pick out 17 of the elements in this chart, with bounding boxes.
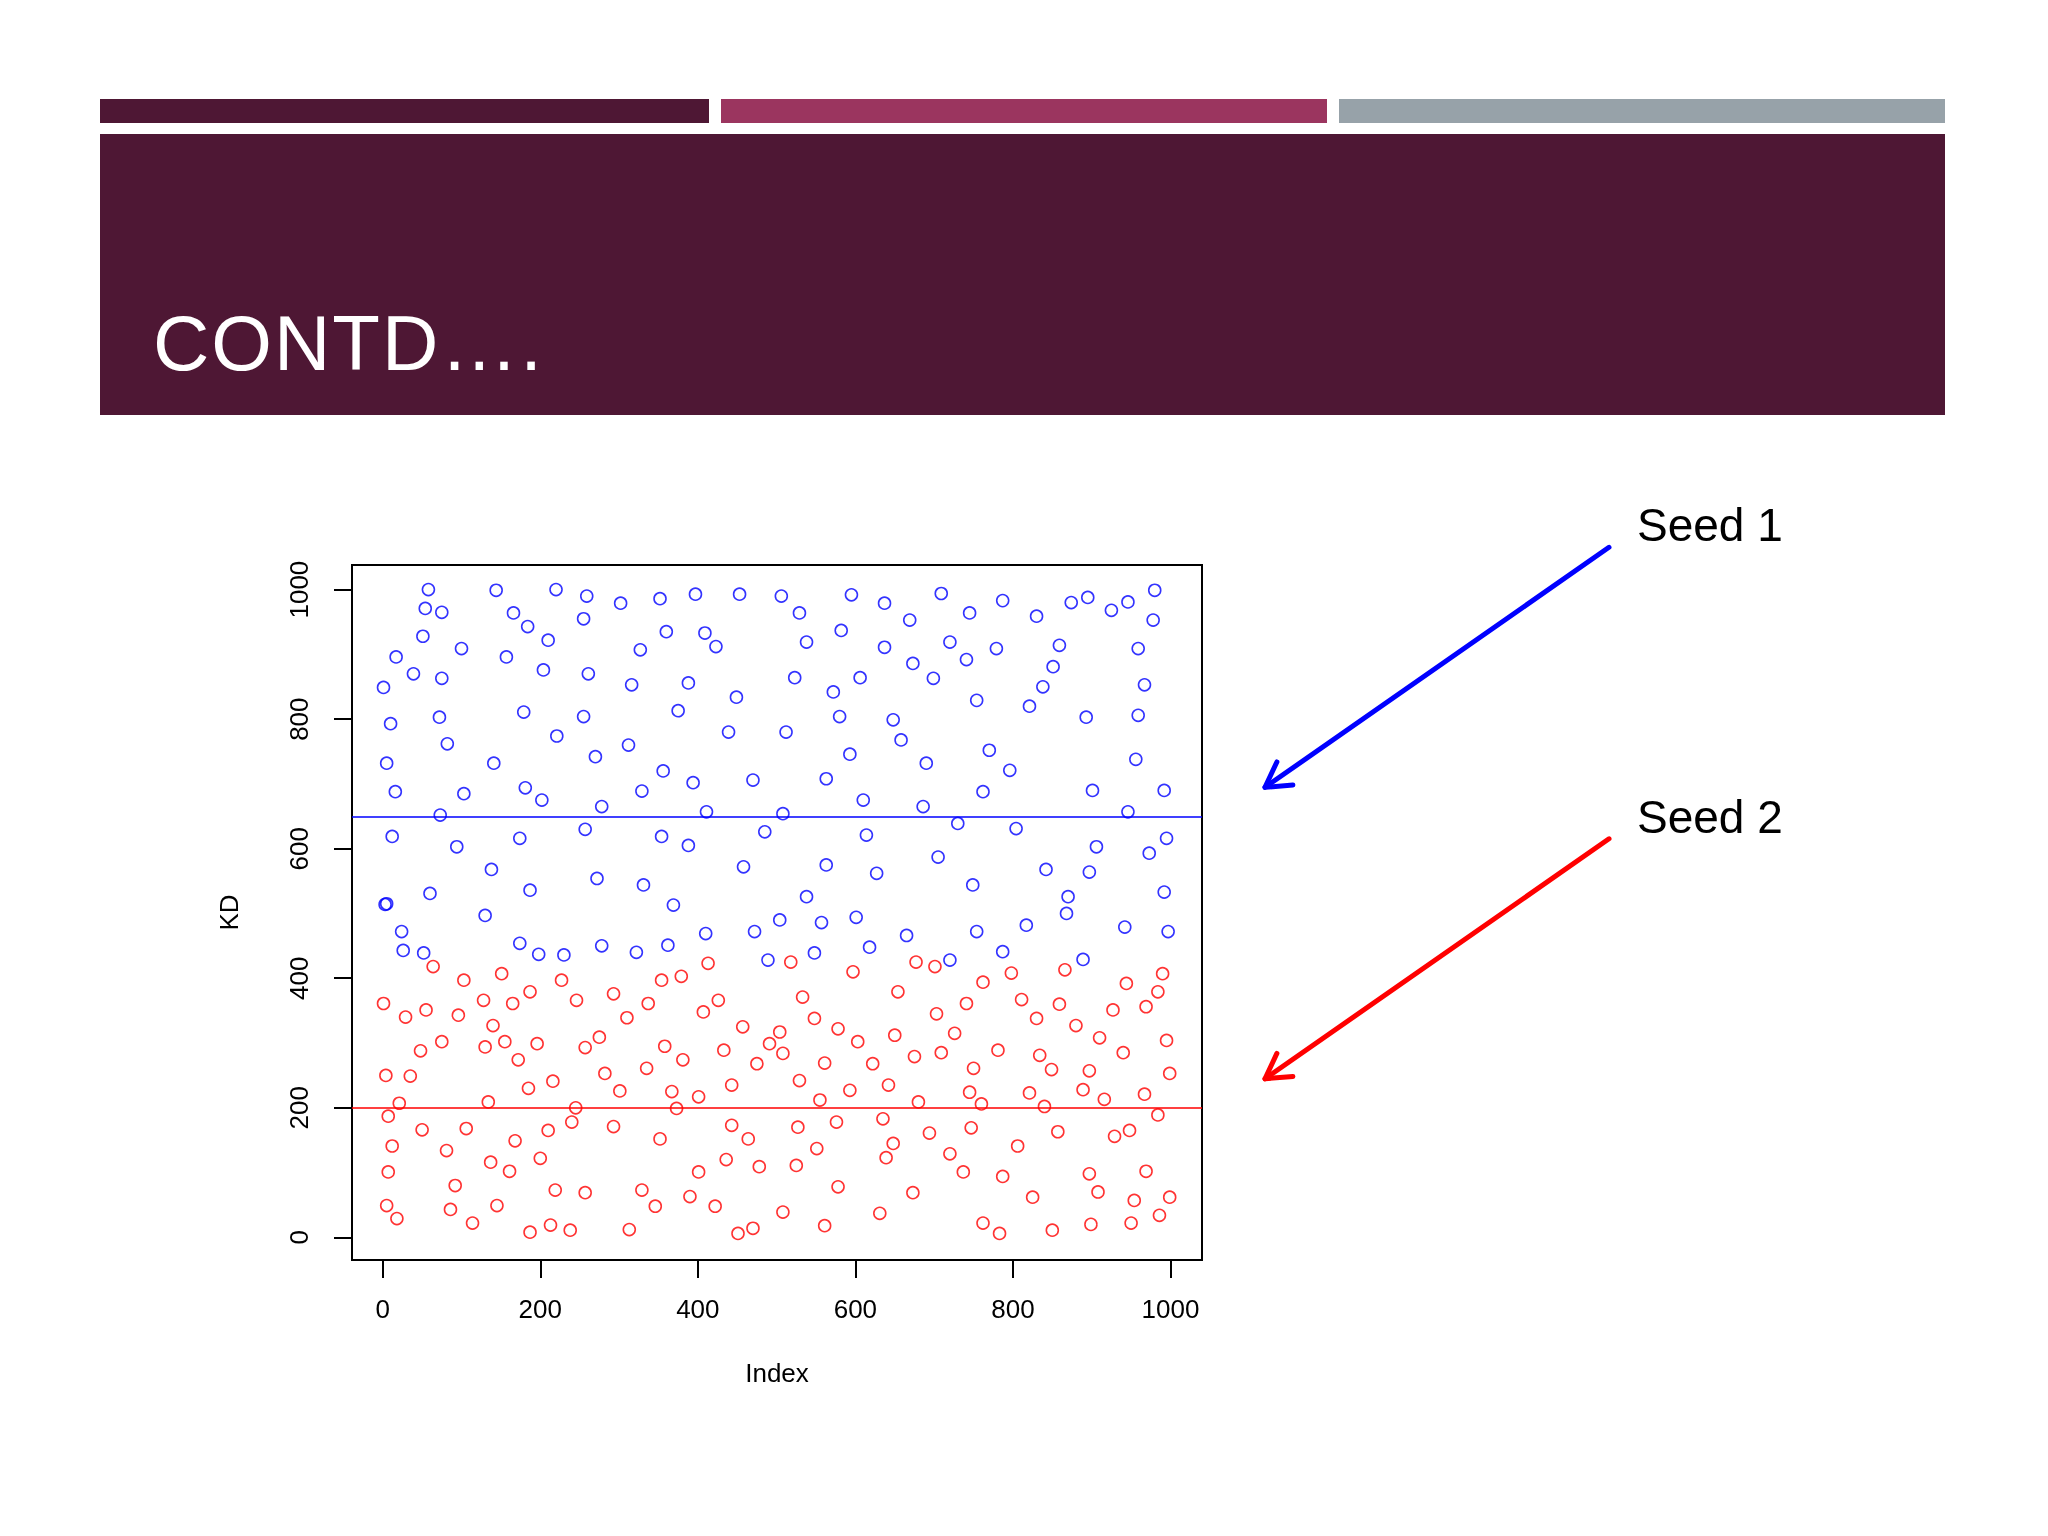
x-axis-title: Index [745,1358,809,1388]
y-tick-label: 400 [284,956,314,1000]
x-tick-label: 0 [375,1294,390,1324]
y-tick-label: 0 [284,1230,314,1245]
y-tick-label: 200 [284,1086,314,1130]
x-tick-label: 200 [518,1294,562,1324]
y-tick-label: 600 [284,827,314,871]
y-tick-label: 800 [284,697,314,741]
text: Seed 2 [1637,790,1783,843]
x-tick-label: 800 [991,1294,1035,1324]
x-tick-label: 400 [676,1294,720,1324]
x-tick-label: 1000 [1141,1294,1200,1324]
text: Seed 1 [1637,499,1783,552]
y-axis-title: KD [214,894,244,931]
x-tick-label: 600 [833,1294,878,1324]
y-tick-label: 1000 [284,560,314,619]
chart-title: CONTD…. [153,299,544,387]
